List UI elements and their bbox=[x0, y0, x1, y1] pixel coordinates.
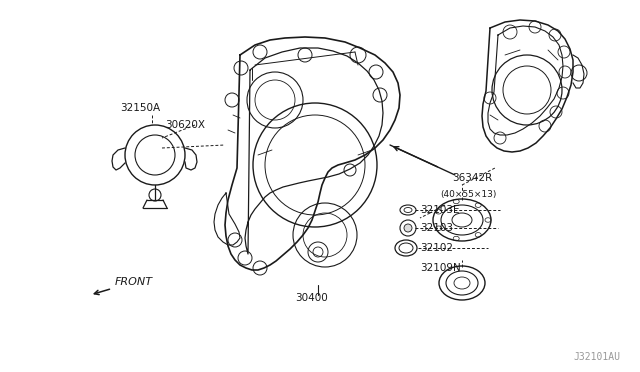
Text: 32109N: 32109N bbox=[420, 263, 461, 273]
Text: 32103: 32103 bbox=[420, 223, 453, 233]
Text: J32101AU: J32101AU bbox=[573, 352, 620, 362]
Circle shape bbox=[404, 224, 412, 232]
Text: 32102: 32102 bbox=[420, 243, 453, 253]
Text: FRONT: FRONT bbox=[94, 277, 153, 295]
Text: 32103E: 32103E bbox=[420, 205, 460, 215]
Text: 30620X: 30620X bbox=[165, 120, 205, 130]
Text: 36342R: 36342R bbox=[452, 173, 492, 183]
Text: 30400: 30400 bbox=[295, 293, 328, 303]
Text: (40×55×13): (40×55×13) bbox=[440, 190, 497, 199]
Text: 32150A: 32150A bbox=[120, 103, 160, 113]
